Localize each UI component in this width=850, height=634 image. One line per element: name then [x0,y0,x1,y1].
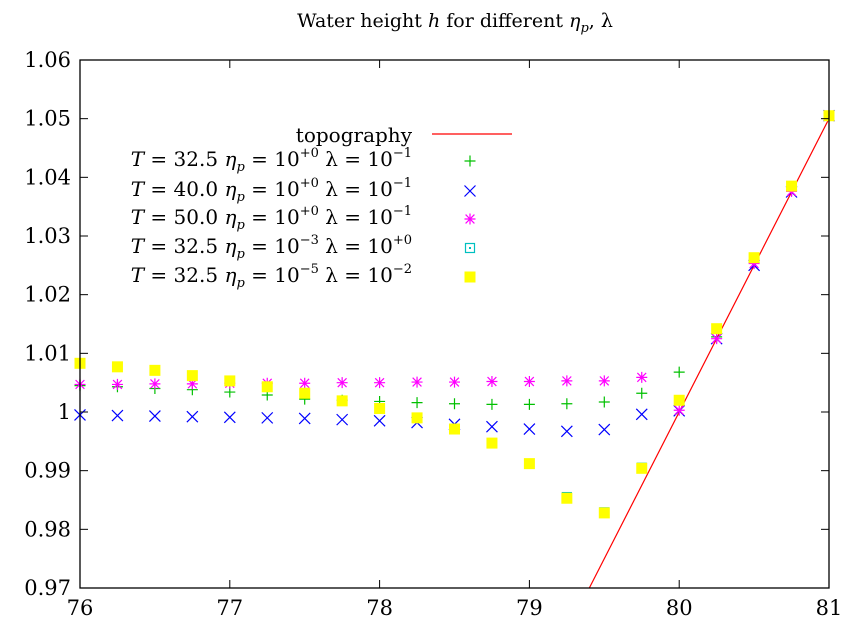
data-point-s2 [261,411,274,424]
data-point-s5 [299,387,311,399]
data-point-s3 [636,371,648,383]
data-point-s1 [486,398,498,410]
series-s4 [74,110,835,518]
legend-sample-s5 [464,271,476,283]
data-point-s2 [298,412,311,425]
data-point-s5 [636,462,648,474]
data-point-s5 [186,370,198,382]
data-point-s2 [373,414,386,427]
legend-sample-s2 [464,185,476,197]
y-tick-label: 1.06 [24,48,71,72]
legend-sample-s4-dot [469,247,471,249]
data-point-s3 [486,375,498,387]
data-point-s3 [561,375,573,387]
data-point-s2 [223,411,236,424]
series-s5 [74,110,835,519]
data-point-s5 [523,458,535,470]
legend-label-s4: T = 32.5 ηp = 10−3 λ = 10+0 [131,233,412,262]
data-point-s2 [148,410,161,423]
data-point-s5 [748,252,760,264]
data-point-s5 [449,423,460,435]
legend-sample-s1 [464,155,476,167]
x-tick-label: 78 [366,596,393,620]
y-tick-label: 0.99 [24,459,71,483]
data-point-s3 [523,375,535,387]
legend-sample-s3 [464,213,476,225]
y-tick-label: 1.03 [24,224,71,248]
data-point-s3 [374,377,386,389]
legend-sample-s4 [464,242,476,254]
data-point-s2 [598,423,611,436]
plot-frame [79,59,830,589]
data-point-s5 [673,394,685,406]
legend-label-s3: T = 50.0 ηp = 10+0 λ = 10−1 [131,204,412,233]
y-tick-label: 1 [58,400,71,424]
x-tick-label: 79 [516,596,543,620]
data-point-s1 [636,387,648,399]
x-tick-label: 76 [67,596,94,620]
y-tick-label: 0.98 [24,517,71,541]
data-point-s1 [673,366,685,378]
data-point-s3 [186,378,198,390]
data-point-s5 [261,381,273,393]
legend-label-s5: T = 32.5 ηp = 10−5 λ = 10−2 [131,262,412,291]
data-point-s3 [299,377,311,389]
data-point-s5 [598,507,610,519]
data-point-s2 [336,413,349,426]
legend-label-topography: topography [296,123,413,147]
data-point-s1 [523,398,535,410]
data-point-s5 [711,323,723,335]
data-point-s2 [486,420,498,433]
y-tick-label: 0.97 [24,576,71,600]
x-tick-label: 80 [666,596,693,620]
data-point-s5 [486,437,498,449]
data-point-s3 [149,378,161,390]
data-point-s3 [449,376,460,388]
data-point-s2 [111,409,124,422]
data-point-s5 [786,180,798,192]
axis-ticks: 76 77 78 79 80 81 0.97 0.98 0.99 1 1.01 1.02 1.03 1.0… [24,48,842,620]
data-point-s3 [673,404,685,416]
x-tick-label: 81 [816,596,843,620]
y-tick-label: 1.05 [24,107,71,131]
data-point-s5 [561,492,573,504]
data-point-s2 [523,423,536,435]
data-point-s1 [411,397,423,409]
data-point-s3 [336,377,348,389]
y-tick-label: 1.02 [24,283,71,307]
data-point-s3 [411,376,423,388]
y-tick-label: 1.01 [24,341,71,365]
data-point-s3 [748,258,760,270]
data-point-s5 [374,402,386,414]
topography-line [588,118,830,589]
data-point-s5 [149,364,161,376]
legend-label-s2: T = 40.0 ηp = 10+0 λ = 10−1 [131,176,412,205]
data-point-s5 [224,375,236,387]
data-point-s3 [598,375,610,387]
data-point-s2 [186,410,199,423]
data-point-s2 [560,425,573,438]
data-point-s2 [635,408,648,421]
legend-label-s1: T = 32.5 ηp = 10+0 λ = 10−1 [131,146,412,175]
data-point-s1 [598,396,610,408]
data-point-s3 [711,333,723,345]
data-point-s5 [111,361,123,373]
data-point-s1 [449,398,460,410]
data-point-s3 [111,378,123,390]
data-point-s5 [411,412,423,424]
x-tick-label: 77 [216,596,243,620]
y-tick-label: 1.04 [24,165,71,189]
chart-title: Water height h for different ηp, λ [297,10,613,36]
data-point-s5 [336,395,348,407]
data-point-s1 [561,398,573,410]
plot-marks [74,109,835,589]
